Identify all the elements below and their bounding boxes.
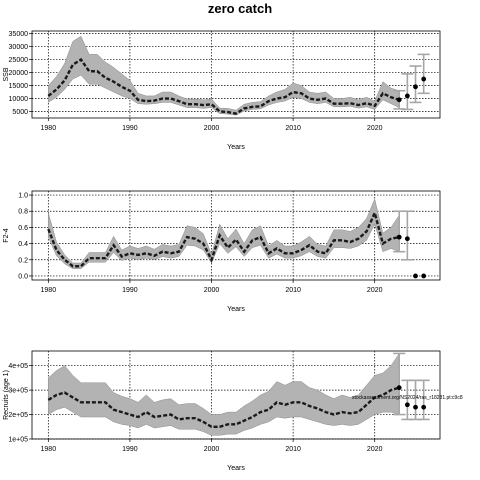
projection-point <box>421 76 427 82</box>
projection-point <box>413 273 418 279</box>
x-axis-label: Years <box>227 306 245 313</box>
y-tick-label: 30000 <box>9 44 29 51</box>
x-tick-label: 2010 <box>285 287 301 294</box>
projection-point <box>404 236 410 242</box>
source-annotation: stockassessment.org/NS2024/ras_r18281.pt… <box>352 395 463 401</box>
recruitment-panel: 1980 1990 2000 2010 2020 1e+05 2e+05 3e+05 4e+05… <box>3 350 463 472</box>
y-tick-label: 0.4 <box>18 241 28 248</box>
confidence-band <box>48 198 400 269</box>
projection-point <box>396 234 402 240</box>
projection-point <box>413 84 418 90</box>
x-tick-label: 1990 <box>122 287 138 294</box>
x-tick-label: 2000 <box>204 125 220 132</box>
y-tick-label: 2e+05 <box>8 412 28 419</box>
chart-title: zero catch <box>207 1 273 16</box>
x-tick-label: 2010 <box>285 446 301 453</box>
y-tick-label: 20000 <box>9 70 29 77</box>
y-axis-label: SSB <box>3 67 10 81</box>
y-tick-label: 1e+05 <box>8 437 28 444</box>
x-tick-label: 1980 <box>41 287 57 294</box>
projection-point <box>421 273 427 279</box>
y-axis-label: F2-4 <box>3 228 10 243</box>
median-line <box>47 386 400 428</box>
x-axis-label: Years <box>227 144 245 151</box>
plot-frame <box>31 350 441 440</box>
x-tick-label: 1990 <box>122 125 138 132</box>
y-tick-label: 0.2 <box>18 257 28 264</box>
x-tick-label: 2000 <box>204 446 220 453</box>
plot-frame <box>31 30 441 119</box>
y-tick-label: 1.0 <box>18 193 28 200</box>
fishing-mortality-panel: 1980 1990 2000 2010 2020 0.0 0.2 0.4 0.6 0.8 1.0 Ye… <box>3 190 441 313</box>
y-tick-label: 0.6 <box>18 225 28 232</box>
x-tick-label: 2010 <box>285 125 301 132</box>
x-tick-label: 2020 <box>367 125 383 132</box>
y-tick-label: 15000 <box>9 83 29 90</box>
plot-frame <box>31 190 441 281</box>
y-tick-label: 4e+05 <box>8 363 28 370</box>
x-tick-label: 1980 <box>41 125 57 132</box>
projection-point <box>396 97 402 103</box>
ssb-panel: 1980 1990 2000 2010 2020 5000 10000 15000 20000 2… <box>3 30 441 151</box>
projection-point <box>421 404 427 410</box>
x-tick-label: 2020 <box>367 287 383 294</box>
x-tick-label: 1990 <box>122 446 138 453</box>
confidence-band <box>48 352 400 436</box>
x-tick-label: 2000 <box>204 287 220 294</box>
y-tick-label: 0.0 <box>18 273 28 280</box>
y-axis-label: Recruits (age 1) <box>3 370 10 420</box>
y-tick-label: 25000 <box>9 57 29 64</box>
x-tick-label: 2020 <box>367 446 383 453</box>
projection-point <box>404 402 410 408</box>
y-tick-label: 5000 <box>12 109 28 116</box>
y-tick-label: 3e+05 <box>8 388 28 395</box>
projection-point <box>404 93 410 99</box>
y-tick-label: 35000 <box>9 31 29 38</box>
x-axis-label: Years <box>227 465 245 472</box>
median-line <box>47 57 400 115</box>
projection-point <box>413 404 418 410</box>
projection-point <box>396 385 402 391</box>
y-tick-label: 10000 <box>9 96 29 103</box>
median-line <box>47 209 400 268</box>
x-tick-label: 1980 <box>41 446 57 453</box>
y-tick-label: 0.8 <box>18 209 28 216</box>
